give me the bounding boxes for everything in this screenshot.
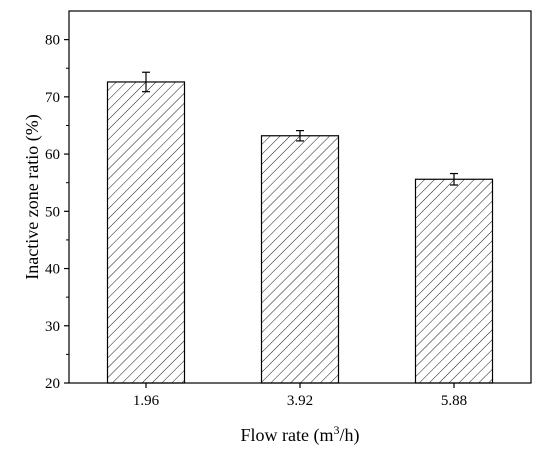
x-tick-label-5.88: 5.88: [441, 393, 467, 409]
y-tick-label-60: 60: [45, 147, 60, 163]
y-tick-label-20: 20: [45, 376, 60, 392]
y-tick-label-30: 30: [45, 319, 60, 335]
bars-group: [106, 81, 494, 384]
y-tick-label-70: 70: [45, 90, 60, 106]
error-bars-group: [142, 71, 458, 186]
y-tick-label-50: 50: [45, 204, 60, 220]
bar-5.88: [414, 178, 494, 384]
y-tick-label-40: 40: [45, 262, 60, 278]
x-tick-label-3.92: 3.92: [287, 393, 313, 409]
y-axis: 20 30 40 50 60 70 80: [45, 33, 69, 392]
x-axis-title: Flow rate (m3/h): [241, 423, 360, 446]
x-tick-label-1.96: 1.96: [133, 393, 160, 409]
x-axis: 1.96 3.92 5.88: [133, 383, 467, 409]
bar-3.92: [260, 135, 340, 384]
y-axis-title: Inactive zone ratio (%): [22, 114, 43, 279]
bar-1.96: [106, 81, 186, 384]
y-tick-label-80: 80: [45, 33, 60, 49]
